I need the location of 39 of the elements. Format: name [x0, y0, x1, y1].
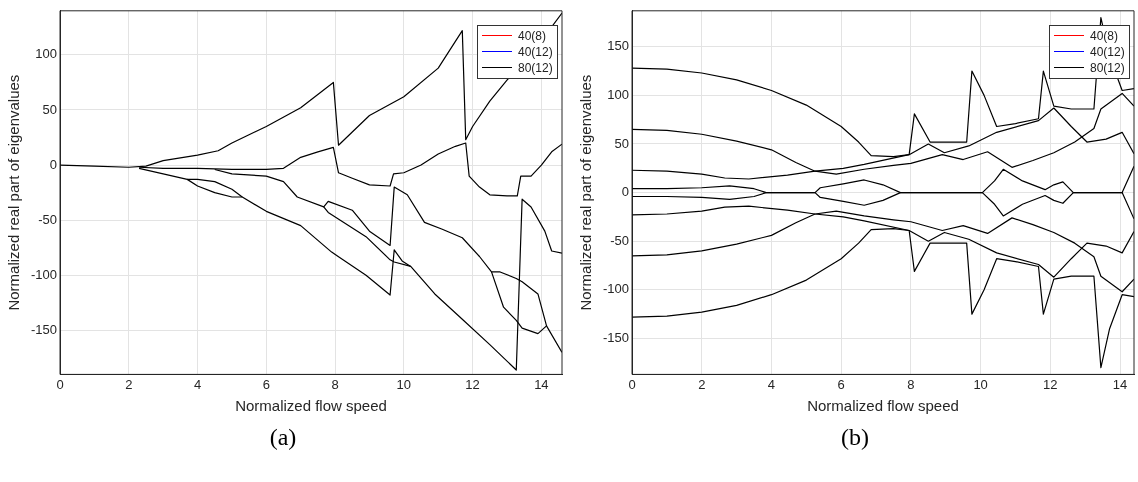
legend-label: 80(12): [1090, 60, 1125, 75]
x-tick-label: 2: [698, 376, 706, 392]
x-tick-label: 6: [837, 376, 845, 392]
y-tick-label: -150: [30, 321, 58, 337]
x-tick-label: 8: [907, 376, 915, 392]
y-tick-label: 150: [607, 38, 630, 54]
x-axis-title: Normalized flow speed: [807, 397, 959, 415]
x-tick-label: 12: [1043, 376, 1058, 392]
x-tick-label: 10: [973, 376, 988, 392]
legend-label: 80(12): [518, 60, 553, 75]
y-tick-label: 50: [42, 101, 58, 117]
y-axis-title: Normalized real part of eigenvalues: [5, 74, 23, 311]
y-tick-label: -50: [38, 211, 58, 227]
x-tick-label: 2: [125, 376, 133, 392]
x-tick-label: 4: [767, 376, 776, 392]
legend-label: 40(8): [1090, 28, 1119, 43]
x-tick-label: 12: [465, 376, 480, 392]
y-tick-label: 50: [614, 135, 630, 151]
legend-label: 40(12): [518, 44, 553, 59]
x-tick-label: 10: [396, 376, 412, 392]
y-tick-label: 100: [607, 86, 630, 102]
y-tick-label: 100: [35, 46, 58, 62]
y-axis-title: Normalized real part of eigenvalues: [577, 74, 595, 311]
legend-label: 40(8): [518, 28, 547, 43]
y-tick-label: -100: [30, 266, 58, 282]
x-axis-title: Normalized flow speed: [235, 397, 387, 415]
text: (b): [840, 424, 870, 451]
legend-label: 40(12): [1090, 44, 1125, 59]
x-tick-label: 14: [534, 376, 549, 392]
y-tick-label: 0: [49, 156, 58, 172]
y-tick-label: -50: [610, 232, 630, 248]
y-tick-label: 0: [621, 184, 630, 200]
x-tick-label: 8: [331, 376, 339, 392]
x-tick-label: 6: [262, 376, 270, 392]
x-tick-label: 4: [193, 376, 202, 392]
x-tick-label: 14: [1112, 376, 1128, 392]
y-tick-label: -150: [602, 330, 630, 346]
y-tick-label: -100: [602, 281, 630, 297]
text: (a): [268, 424, 298, 451]
